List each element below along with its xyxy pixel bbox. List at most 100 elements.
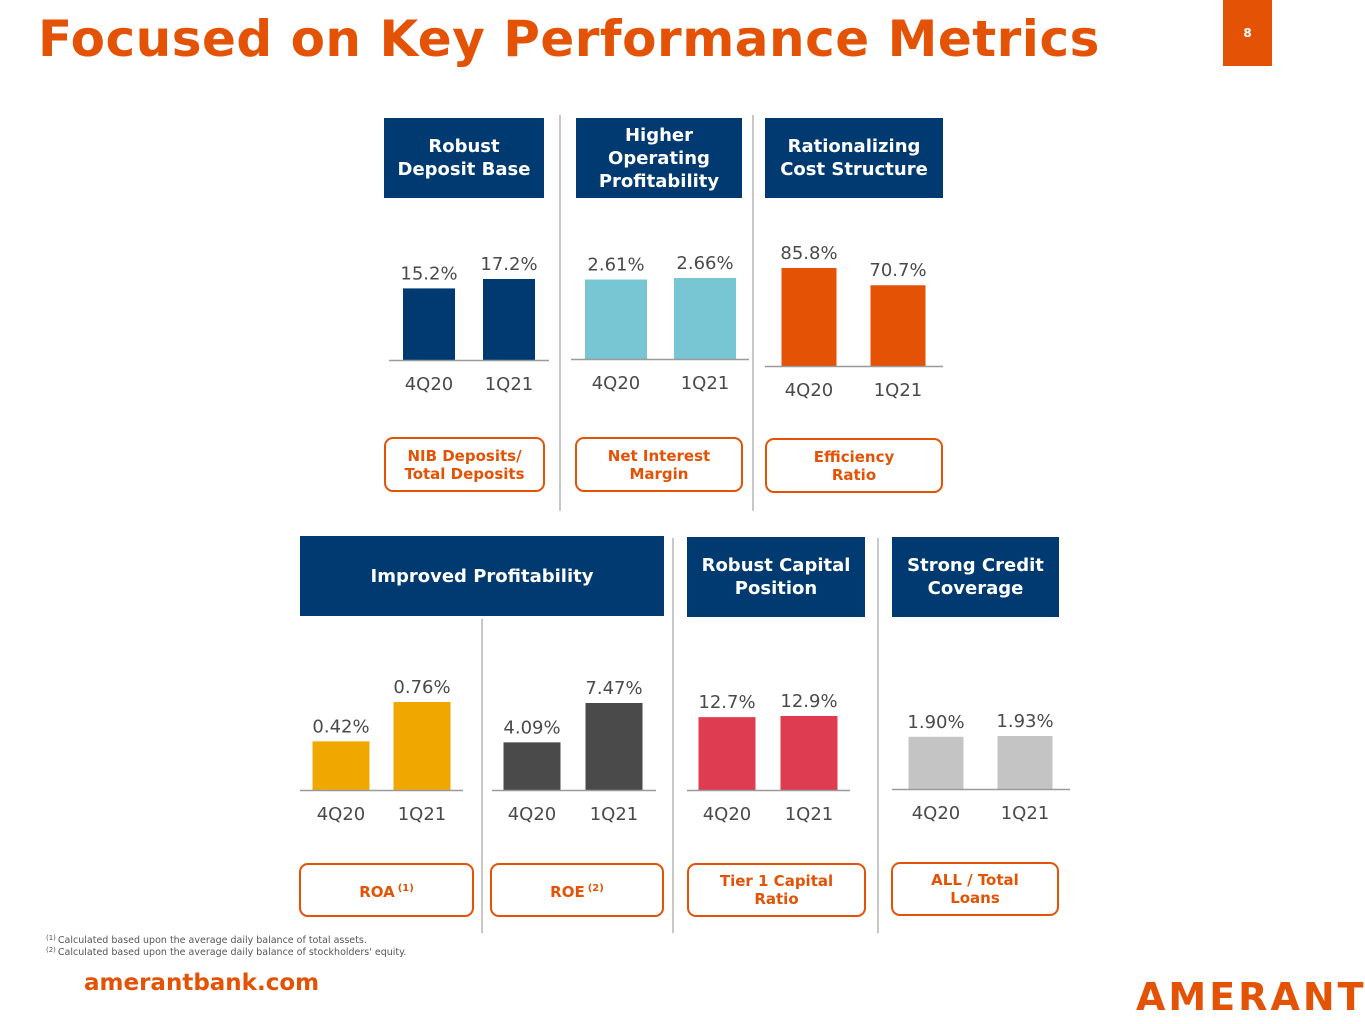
bar-4q20 (503, 742, 561, 790)
header-strong-credit-coverage: Strong Credit Coverage (892, 537, 1059, 617)
bar-1q21 (780, 716, 838, 790)
category-label: 1Q21 (874, 380, 923, 401)
divider (481, 619, 483, 933)
chart-nim: 2.61% 4Q20 2.66% 1Q21 (571, 253, 749, 394)
category-label: 1Q21 (1001, 803, 1050, 824)
header-line: Position (734, 578, 818, 599)
header-robust-deposit-base: Robust Deposit Base (384, 118, 544, 198)
footnote-marker: (1) (397, 882, 414, 894)
category-label: 4Q20 (405, 374, 454, 395)
metric-all-total-loans: ALL / Total Loans (891, 862, 1059, 916)
footnote-marker: (2) (587, 882, 604, 894)
header-line: Coverage (927, 578, 1024, 599)
data-label: 70.7% (869, 260, 926, 281)
divider (672, 538, 674, 933)
data-label: 2.61% (587, 255, 644, 276)
header-line: Robust Capital (701, 555, 851, 576)
website-link[interactable]: amerantbank.com (84, 970, 320, 996)
chart-eff: 85.8% 4Q20 70.7% 1Q21 (765, 243, 943, 401)
bar-4q20 (781, 268, 837, 366)
data-label: 85.8% (780, 243, 837, 264)
bar-1q21 (585, 703, 643, 790)
category-label: 1Q21 (485, 374, 534, 395)
bar-1q21 (393, 702, 451, 790)
data-label: 12.9% (780, 691, 837, 712)
bar-4q20 (698, 717, 756, 790)
category-label: 4Q20 (785, 380, 834, 401)
divider (559, 115, 561, 511)
header-improved-profitability: Improved Profitability (300, 536, 664, 616)
header-line: Higher (624, 124, 693, 146)
metric-tier1-capital-ratio: Tier 1 Capital Ratio (687, 863, 866, 917)
category-label: 4Q20 (508, 804, 557, 825)
bar-1q21 (870, 285, 926, 366)
header-line: Operating (608, 147, 710, 169)
bar-4q20 (403, 288, 455, 360)
footnote-2: (2) Calculated based upon the average dai… (46, 946, 406, 958)
footnote-1: (1) Calculated based upon the average dai… (46, 934, 367, 946)
category-label: 4Q20 (317, 804, 366, 825)
category-label: 1Q21 (681, 373, 730, 394)
metric-line: Efficiency (813, 447, 895, 466)
chart-nib: 15.2% 4Q20 17.2% 1Q21 (389, 254, 549, 395)
chart-tier1: 12.7% 4Q20 12.9% 1Q21 (687, 691, 850, 825)
metric-nib-deposits: NIB Deposits/Total Deposits (384, 437, 545, 492)
amerant-logo: AMERANT (1136, 975, 1365, 1019)
header-line: Strong Credit (907, 555, 1044, 576)
header-line: Robust (428, 136, 500, 157)
data-label: 0.42% (312, 716, 369, 737)
data-label: 1.93% (996, 711, 1053, 732)
header-line: Cost Structure (780, 159, 928, 180)
category-label: 4Q20 (912, 803, 961, 824)
bar-1q21 (674, 278, 736, 359)
data-label: 12.7% (698, 692, 755, 713)
header-line: Profitability (598, 170, 720, 192)
header-rationalizing-cost-structure: Rationalizing Cost Structure (765, 118, 943, 198)
header-higher-operating-profitability: Higher Operating Profitability (576, 118, 742, 198)
category-label: 4Q20 (592, 373, 641, 394)
category-label: 1Q21 (785, 804, 834, 825)
metric-roe: ROE (2) (490, 863, 664, 917)
metric-line: Margin (629, 464, 689, 483)
data-label: 4.09% (503, 717, 560, 738)
metric-line: Tier 1 Capital (719, 872, 834, 890)
metric-line: Total Deposits (404, 464, 525, 483)
header-line: Improved Profitability (370, 565, 594, 587)
bar-1q21 (483, 279, 535, 360)
data-label: 0.76% (393, 677, 450, 698)
metric-line: Ratio (831, 465, 877, 484)
category-label: 1Q21 (590, 804, 639, 825)
metric-line: Loans (950, 889, 1000, 907)
divider (752, 115, 754, 511)
metric-efficiency-ratio: Efficiency Ratio (765, 438, 943, 493)
header-line: Rationalizing (787, 136, 921, 157)
bar-4q20 (908, 736, 964, 789)
metric-line: Net Interest (607, 446, 711, 465)
metric-line: ALL / Total (931, 871, 1019, 889)
metric-line: Ratio (754, 890, 799, 908)
metric-net-interest-margin: Net Interest Margin (575, 437, 743, 492)
footnote-text: Calculated based upon the average daily … (57, 947, 407, 958)
header-robust-capital-position: Robust Capital Position (687, 537, 865, 617)
page-number: 8 (1223, 0, 1272, 66)
chart-roe: 4.09% 4Q20 7.47% 1Q21 (492, 678, 656, 825)
bar-4q20 (585, 279, 647, 359)
metric-line: NIB Deposits/ (407, 446, 522, 465)
chart-all: 1.90% 4Q20 1.93% 1Q21 (892, 711, 1070, 824)
data-label: 17.2% (480, 254, 537, 275)
data-label: 1.90% (907, 712, 964, 733)
slide-title: Focused on Key Performance Metrics (38, 10, 1100, 68)
data-label: 2.66% (676, 253, 733, 274)
bar-4q20 (312, 741, 370, 790)
chart-roa: 0.42% 4Q20 0.76% 1Q21 (300, 677, 463, 825)
metric-label: ROE (550, 882, 585, 901)
page-number-text: 8 (1243, 26, 1252, 40)
bar-1q21 (997, 736, 1053, 789)
footnote-marker: (2) (46, 946, 56, 954)
data-label: 15.2% (400, 263, 457, 284)
metric-roa: ROA (1) (299, 863, 474, 917)
category-label: 4Q20 (703, 804, 752, 825)
category-label: 1Q21 (398, 804, 447, 825)
header-line: Deposit Base (397, 159, 531, 180)
